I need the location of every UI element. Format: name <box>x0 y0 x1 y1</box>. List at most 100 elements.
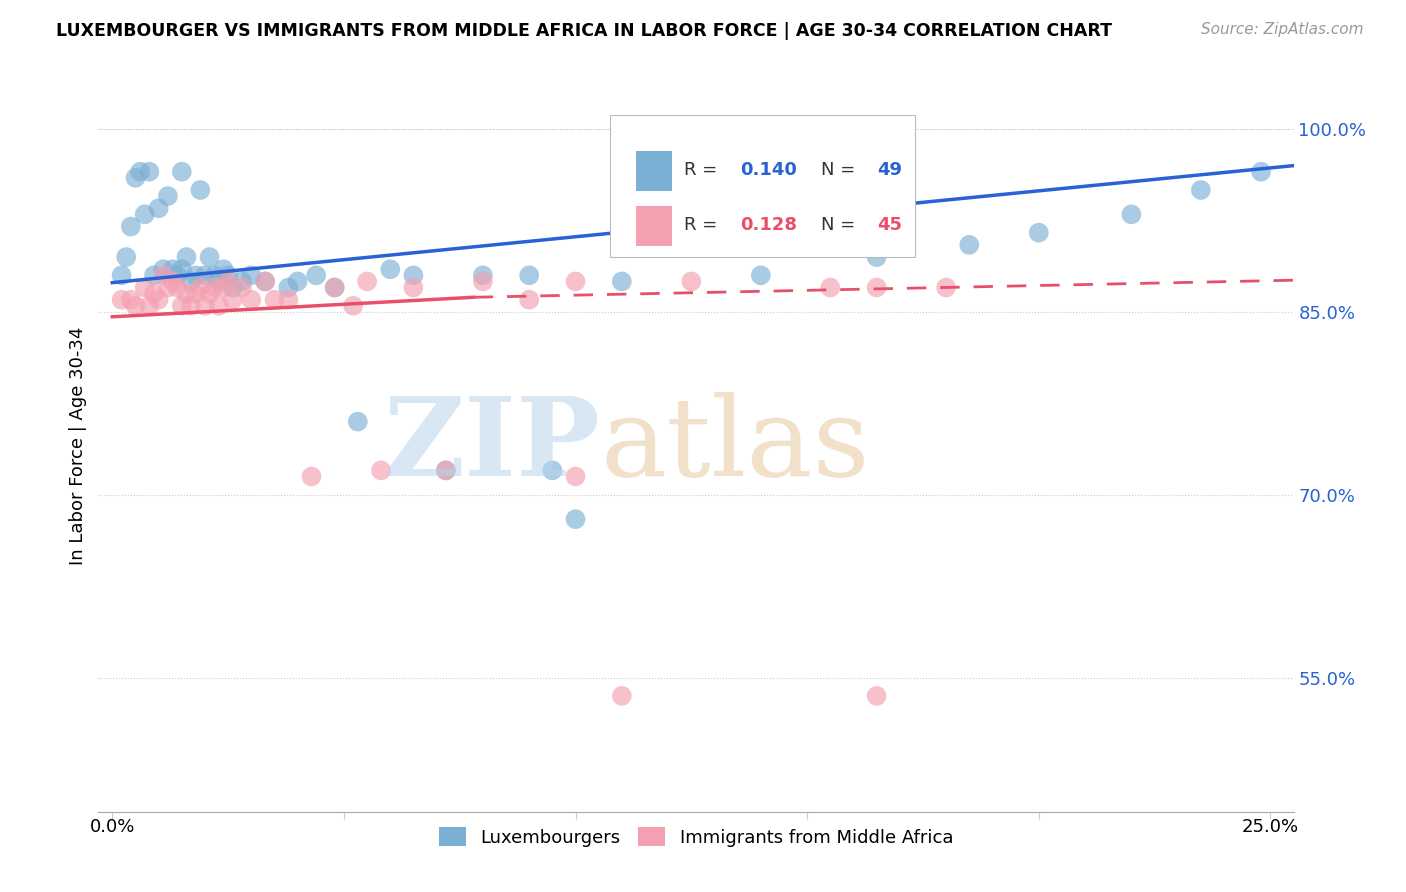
Point <box>170 164 193 178</box>
Point <box>217 274 239 288</box>
Point <box>202 280 225 294</box>
Point <box>277 280 299 294</box>
Point <box>124 170 146 185</box>
Point <box>957 238 980 252</box>
Point <box>138 164 160 178</box>
Point <box>749 268 772 283</box>
Point <box>231 274 253 288</box>
Point <box>188 280 211 294</box>
Point <box>305 268 328 283</box>
Point <box>212 280 235 294</box>
Point <box>541 463 564 477</box>
Point <box>148 293 170 307</box>
Point <box>148 201 170 215</box>
Point <box>208 274 231 288</box>
FancyBboxPatch shape <box>610 115 915 257</box>
Point <box>471 268 494 283</box>
Point <box>222 280 245 294</box>
Text: 25.0%: 25.0% <box>1241 818 1299 836</box>
Point <box>166 268 188 283</box>
Legend: Luxembourgers, Immigrants from Middle Africa: Luxembourgers, Immigrants from Middle Af… <box>432 820 960 854</box>
Point <box>681 274 703 288</box>
Text: 0.0%: 0.0% <box>90 818 135 836</box>
Point <box>346 415 368 429</box>
Point <box>231 280 253 294</box>
FancyBboxPatch shape <box>637 206 672 246</box>
Point <box>184 286 207 301</box>
Point <box>370 463 392 477</box>
Point <box>1189 183 1212 197</box>
Point <box>120 219 142 234</box>
Point <box>180 299 202 313</box>
Point <box>152 268 174 283</box>
Text: N =: N = <box>821 216 862 234</box>
Point <box>277 293 299 307</box>
Point <box>323 280 346 294</box>
Point <box>517 293 540 307</box>
Point <box>202 268 225 283</box>
Point <box>564 469 586 483</box>
Text: 45: 45 <box>877 216 903 234</box>
Point <box>134 207 156 221</box>
Point <box>380 262 402 277</box>
Text: R =: R = <box>685 216 723 234</box>
Point <box>194 299 217 313</box>
Text: N =: N = <box>821 161 862 178</box>
Point <box>564 274 586 288</box>
Point <box>176 286 198 301</box>
Point <box>935 280 957 294</box>
Point <box>301 469 323 483</box>
Point <box>564 512 586 526</box>
Point <box>434 463 457 477</box>
Point <box>217 268 239 283</box>
Point <box>124 299 146 313</box>
Point <box>517 268 540 283</box>
Point <box>356 274 378 288</box>
Point <box>138 299 160 313</box>
Point <box>180 274 202 288</box>
Point <box>198 250 221 264</box>
Point <box>156 189 179 203</box>
Point <box>402 268 425 283</box>
Point <box>134 280 156 294</box>
Point <box>402 280 425 294</box>
Point <box>342 299 364 313</box>
Point <box>170 262 193 277</box>
Point <box>129 164 152 178</box>
Point <box>865 689 887 703</box>
Point <box>115 250 138 264</box>
Point <box>610 689 633 703</box>
Point <box>471 274 494 288</box>
Point <box>1028 226 1050 240</box>
Point <box>188 183 211 197</box>
Point <box>162 262 184 277</box>
Point <box>166 280 188 294</box>
Point <box>263 293 285 307</box>
Text: atlas: atlas <box>600 392 870 500</box>
Point <box>170 299 193 313</box>
Point <box>176 250 198 264</box>
Text: 0.128: 0.128 <box>740 216 797 234</box>
Point <box>323 280 346 294</box>
Point <box>1121 207 1143 221</box>
Point <box>254 274 277 288</box>
Point <box>254 274 277 288</box>
FancyBboxPatch shape <box>637 152 672 192</box>
Point <box>610 274 633 288</box>
Point <box>287 274 309 288</box>
Point <box>240 293 263 307</box>
Text: R =: R = <box>685 161 723 178</box>
Point <box>208 299 231 313</box>
Point <box>240 268 263 283</box>
Point <box>110 268 132 283</box>
Point <box>143 286 166 301</box>
Point <box>110 293 132 307</box>
Text: LUXEMBOURGER VS IMMIGRANTS FROM MIDDLE AFRICA IN LABOR FORCE | AGE 30-34 CORRELA: LUXEMBOURGER VS IMMIGRANTS FROM MIDDLE A… <box>56 22 1112 40</box>
Point <box>1250 164 1272 178</box>
Point <box>434 463 457 477</box>
Point <box>212 262 235 277</box>
Point <box>156 280 179 294</box>
Point <box>865 250 887 264</box>
Point <box>865 280 887 294</box>
Point <box>184 268 207 283</box>
